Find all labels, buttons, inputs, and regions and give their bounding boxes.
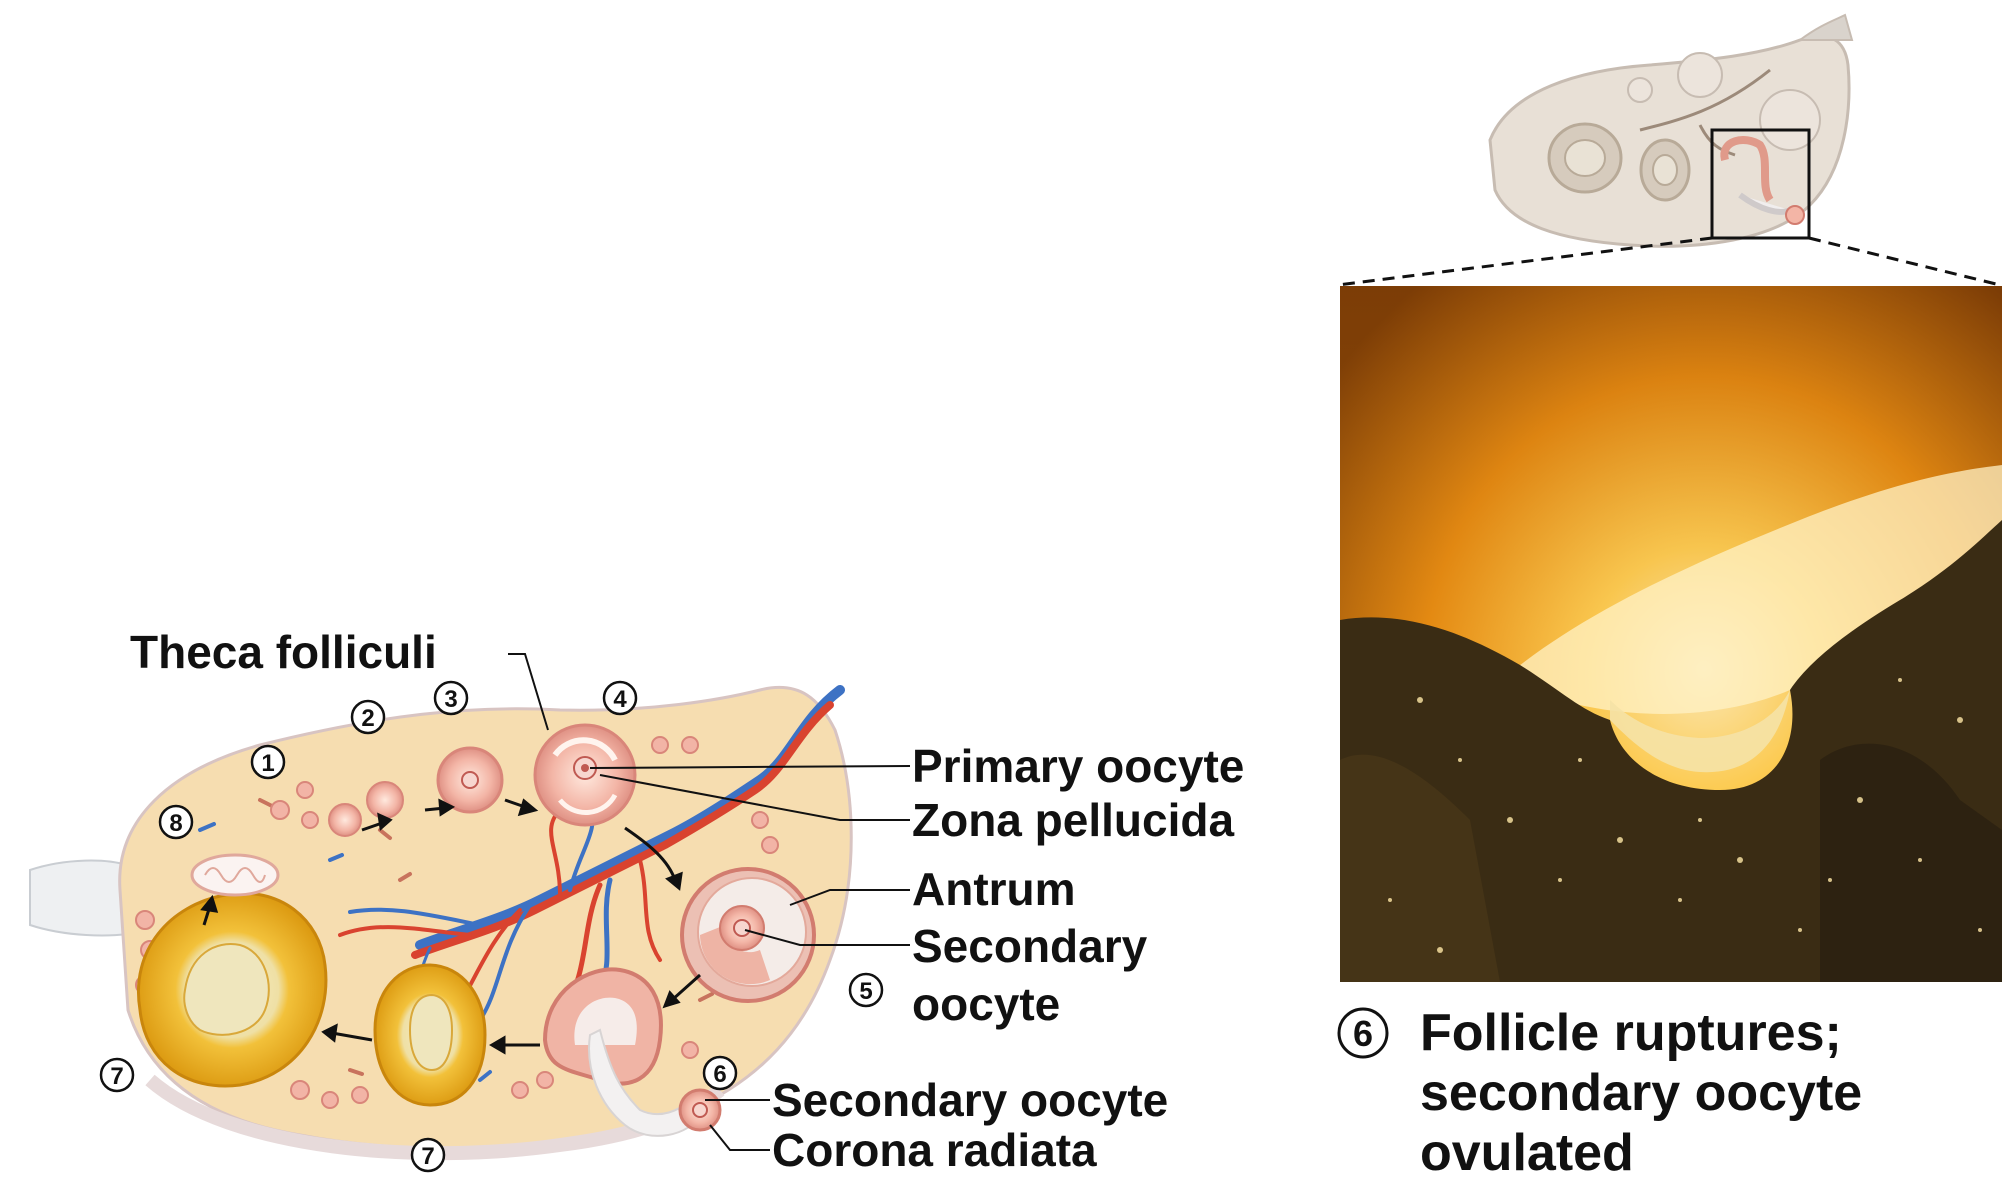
caption-step-number: 6: [1353, 1013, 1373, 1054]
stage-5-marker: 5: [848, 972, 884, 1008]
svg-text:7: 7: [110, 1063, 123, 1090]
caption-line-1: Follicle ruptures;: [1420, 1004, 1842, 1062]
caption-line-2: secondary oocyte: [1420, 1064, 1862, 1122]
svg-text:2: 2: [361, 705, 374, 732]
stage-7-marker: 7: [410, 1137, 446, 1173]
progression-arrows: [200, 798, 701, 1055]
sparkle-specks: [1388, 678, 1982, 953]
vesicular-follicle: [680, 867, 816, 1003]
corpus-luteum: [137, 891, 328, 1088]
ovary-diagram: 1 2 3 4 5 6 7 7 8 Theca folliculi Primar…: [29, 626, 1244, 1176]
zoom-projection-lines: [1337, 236, 2001, 287]
stage-6-marker: 6: [702, 1055, 738, 1091]
stage-1-marker: 1: [250, 744, 286, 780]
leader-lines: [508, 653, 911, 1151]
stage-7-marker: 7: [99, 1057, 135, 1093]
svg-text:6: 6: [713, 1061, 726, 1088]
caption-step-marker: [1337, 1007, 1389, 1059]
caption-line-3: ovulated: [1420, 1124, 1634, 1182]
zoom-box: [1710, 128, 1811, 240]
label-primary-oocyte: Primary oocyte: [912, 740, 1244, 792]
ovulation-photograph: [1340, 286, 2002, 982]
corpus-albicans: [190, 853, 280, 897]
primary-follicle: [328, 803, 362, 837]
label-antrum: Antrum: [912, 863, 1076, 915]
label-corona-radiata: Corona radiata: [772, 1124, 1097, 1176]
svg-text:8: 8: [169, 810, 182, 837]
ruptured-follicle: [542, 967, 722, 1137]
stage-3-marker: 3: [433, 680, 469, 716]
ovary-thumbnail: [1488, 13, 1854, 248]
stage-8-marker: 8: [158, 804, 194, 840]
label-secondary-oocyte-ovulated: Secondary oocyte: [772, 1074, 1168, 1126]
svg-text:1: 1: [261, 750, 274, 777]
svg-text:3: 3: [444, 686, 457, 713]
svg-text:4: 4: [613, 686, 627, 713]
svg-text:7: 7: [421, 1143, 434, 1170]
degenerating-corpus-luteum: [373, 963, 487, 1107]
stage-2-marker: 2: [350, 699, 386, 735]
photo-caption: 6 Follicle ruptures; secondary oocyte ov…: [1337, 1004, 1862, 1182]
svg-text:5: 5: [859, 978, 872, 1005]
label-secondary-oocyte-line2: oocyte: [912, 978, 1060, 1030]
label-theca-folliculi: Theca folliculi: [130, 626, 437, 678]
late-secondary-follicle: [533, 723, 637, 827]
label-secondary-oocyte-line1: Secondary: [912, 920, 1148, 972]
stage-numbers: 1 2 3 4 5 6 7 7 8: [99, 680, 884, 1173]
primary-follicle: [366, 781, 404, 819]
stage-4-marker: 4: [602, 680, 638, 716]
label-zona-pellucida: Zona pellucida: [912, 794, 1234, 846]
